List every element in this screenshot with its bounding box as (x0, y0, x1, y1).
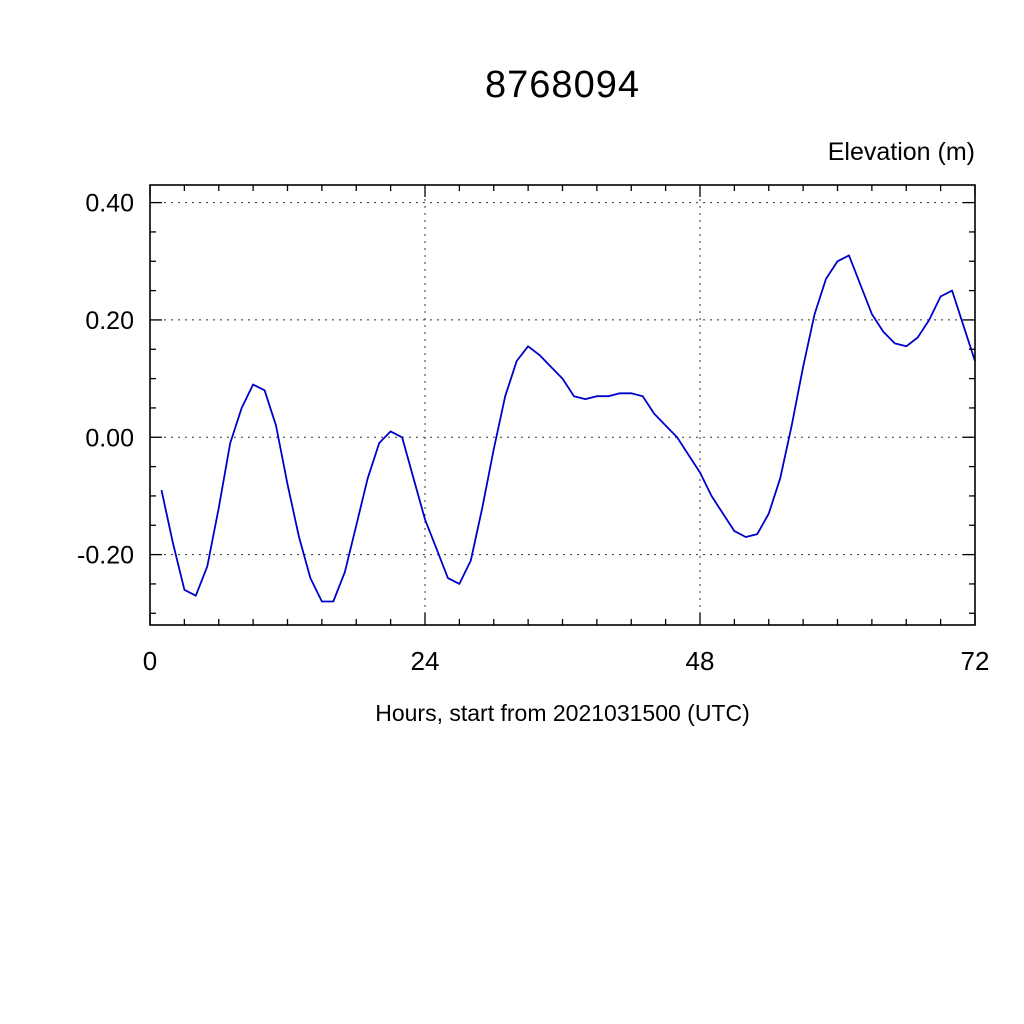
x-tick-label: 48 (686, 646, 715, 676)
x-tick-label: 24 (411, 646, 440, 676)
y-tick-label: 0.40 (85, 190, 134, 218)
plot-border (149, 184, 976, 626)
x-axis-title: Hours, start from 2021031500 (UTC) (375, 700, 750, 726)
y-tick-label: -0.20 (77, 542, 134, 570)
y-axis-title: Elevation (m) (827, 138, 975, 166)
chart-title: 8768094 (485, 64, 640, 106)
x-tick-label: 0 (143, 646, 157, 676)
y-tick-label: 0.00 (85, 424, 134, 452)
x-tick-label: 72 (961, 646, 990, 676)
elevation-series-line (160, 254, 976, 603)
y-tick-label: 0.20 (85, 307, 134, 335)
